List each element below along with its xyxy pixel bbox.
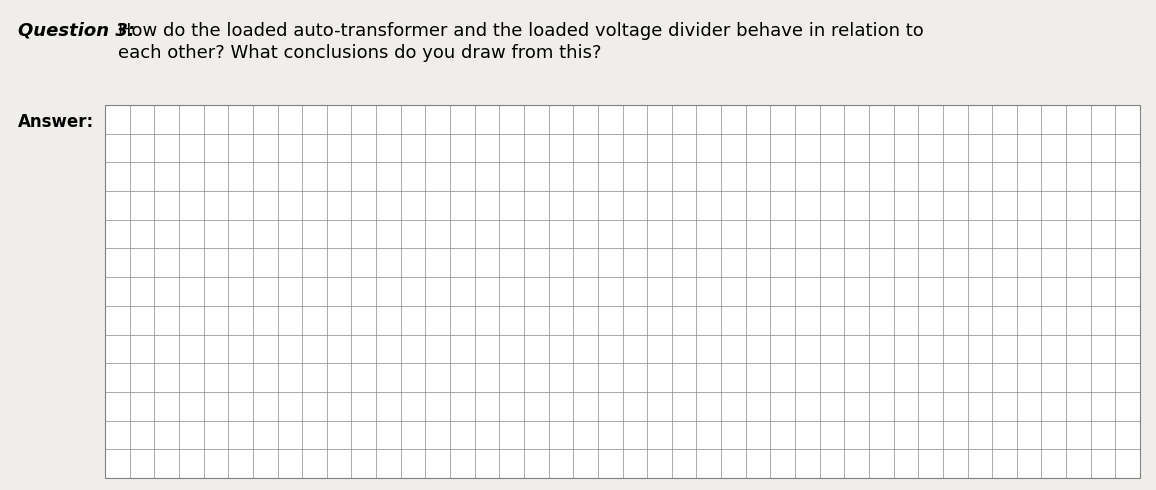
Text: How do the loaded auto-transformer and the loaded voltage divider behave in rela: How do the loaded auto-transformer and t… (118, 22, 924, 40)
Text: each other? What conclusions do you draw from this?: each other? What conclusions do you draw… (118, 44, 601, 62)
Text: Answer:: Answer: (18, 113, 94, 131)
Bar (105, 105, 1140, 478)
Text: Question 3:: Question 3: (18, 22, 135, 40)
